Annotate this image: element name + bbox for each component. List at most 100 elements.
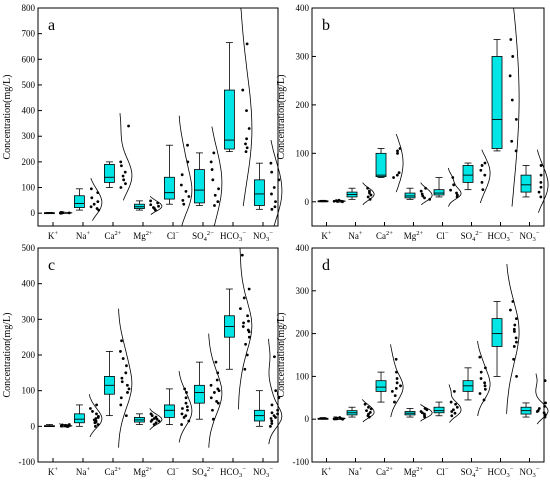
- data-point: [213, 204, 216, 207]
- data-point: [95, 412, 98, 416]
- box: [74, 195, 85, 208]
- density-curve: [211, 126, 223, 227]
- data-point: [332, 199, 336, 203]
- density-curve: [506, 263, 520, 414]
- data-point: [510, 139, 514, 143]
- data-point: [419, 410, 423, 413]
- data-point: [337, 198, 341, 202]
- data-point: [340, 199, 344, 203]
- data-point: [120, 380, 124, 384]
- data-point: [270, 411, 274, 415]
- data-point: [449, 188, 452, 192]
- data-point: [245, 137, 248, 141]
- data-point: [423, 412, 426, 416]
- data-point: [365, 409, 368, 413]
- box: [74, 413, 85, 424]
- box-group: [193, 126, 223, 227]
- data-point: [543, 379, 547, 383]
- data-point: [483, 387, 487, 391]
- data-point: [368, 189, 371, 193]
- data-point: [91, 409, 94, 413]
- y-tick-label: 300: [296, 51, 310, 61]
- data-point: [395, 381, 399, 385]
- y-tick-label: 400: [22, 279, 36, 289]
- box: [193, 169, 205, 204]
- box: [433, 189, 445, 196]
- data-point: [478, 355, 482, 359]
- category-label: Ca2+: [105, 230, 122, 241]
- box-group: [317, 416, 346, 421]
- data-point: [367, 405, 370, 409]
- data-point: [452, 183, 456, 187]
- density-curve: [420, 403, 433, 422]
- data-point: [368, 410, 372, 414]
- box: [104, 164, 115, 183]
- data-point: [65, 424, 69, 428]
- data-point: [479, 168, 483, 172]
- box-group: [223, 247, 253, 410]
- category-label: NO3−: [253, 466, 273, 479]
- data-point: [512, 357, 515, 361]
- data-point: [127, 387, 131, 391]
- box-group: [433, 167, 462, 207]
- data-point: [543, 415, 547, 419]
- data-point: [539, 164, 543, 167]
- data-point: [120, 164, 123, 168]
- category-label: HCO3−: [488, 466, 514, 479]
- density-curve: [90, 178, 103, 221]
- category-label: Ca2+: [376, 466, 393, 477]
- data-point: [483, 161, 487, 165]
- data-point: [245, 353, 249, 357]
- data-point: [60, 424, 64, 428]
- data-point: [127, 124, 130, 128]
- box-group: [520, 149, 549, 213]
- category-label: Cl−: [167, 230, 180, 241]
- category-label: Na+: [348, 230, 363, 241]
- box-group: [104, 308, 133, 448]
- data-point: [366, 186, 370, 190]
- data-point: [241, 88, 245, 92]
- data-point: [124, 414, 128, 418]
- data-point: [451, 176, 455, 179]
- data-point: [515, 375, 518, 378]
- y-tick-label: -100: [293, 457, 310, 467]
- data-point: [270, 207, 274, 211]
- data-point: [213, 193, 217, 197]
- density-curve: [61, 211, 73, 214]
- data-point: [125, 364, 128, 368]
- y-axis-label: Concentration(mg/L): [2, 313, 13, 398]
- category-label: NO3−: [520, 466, 540, 479]
- data-point: [67, 211, 71, 215]
- y-tick-label: 0: [31, 208, 36, 218]
- density-curve: [479, 149, 491, 204]
- data-point: [332, 417, 336, 421]
- category-label: K+: [321, 466, 332, 477]
- data-point: [186, 408, 189, 412]
- data-point: [90, 196, 94, 200]
- data-point: [276, 412, 280, 416]
- data-point: [539, 185, 543, 189]
- box-group: [163, 371, 193, 443]
- density-curve: [537, 149, 549, 213]
- data-point: [119, 396, 123, 400]
- density-curve: [88, 394, 103, 438]
- data-point: [270, 422, 274, 425]
- data-point: [511, 55, 515, 58]
- data-point: [481, 188, 485, 192]
- data-point: [180, 412, 184, 416]
- density-curve: [511, 7, 520, 207]
- y-tick-label: 300: [22, 314, 36, 324]
- box: [520, 174, 532, 193]
- data-point: [450, 414, 454, 418]
- data-point: [123, 170, 127, 174]
- data-point: [155, 417, 159, 421]
- data-point: [423, 407, 427, 410]
- box-group: [462, 149, 491, 204]
- y-axis-label: Concentration(mg/L): [276, 75, 287, 160]
- category-label: Ca2+: [105, 466, 122, 477]
- box-group: [491, 7, 520, 207]
- box: [375, 380, 387, 392]
- category-label: SO42−: [192, 466, 214, 479]
- data-point: [181, 198, 185, 202]
- data-point: [184, 396, 188, 400]
